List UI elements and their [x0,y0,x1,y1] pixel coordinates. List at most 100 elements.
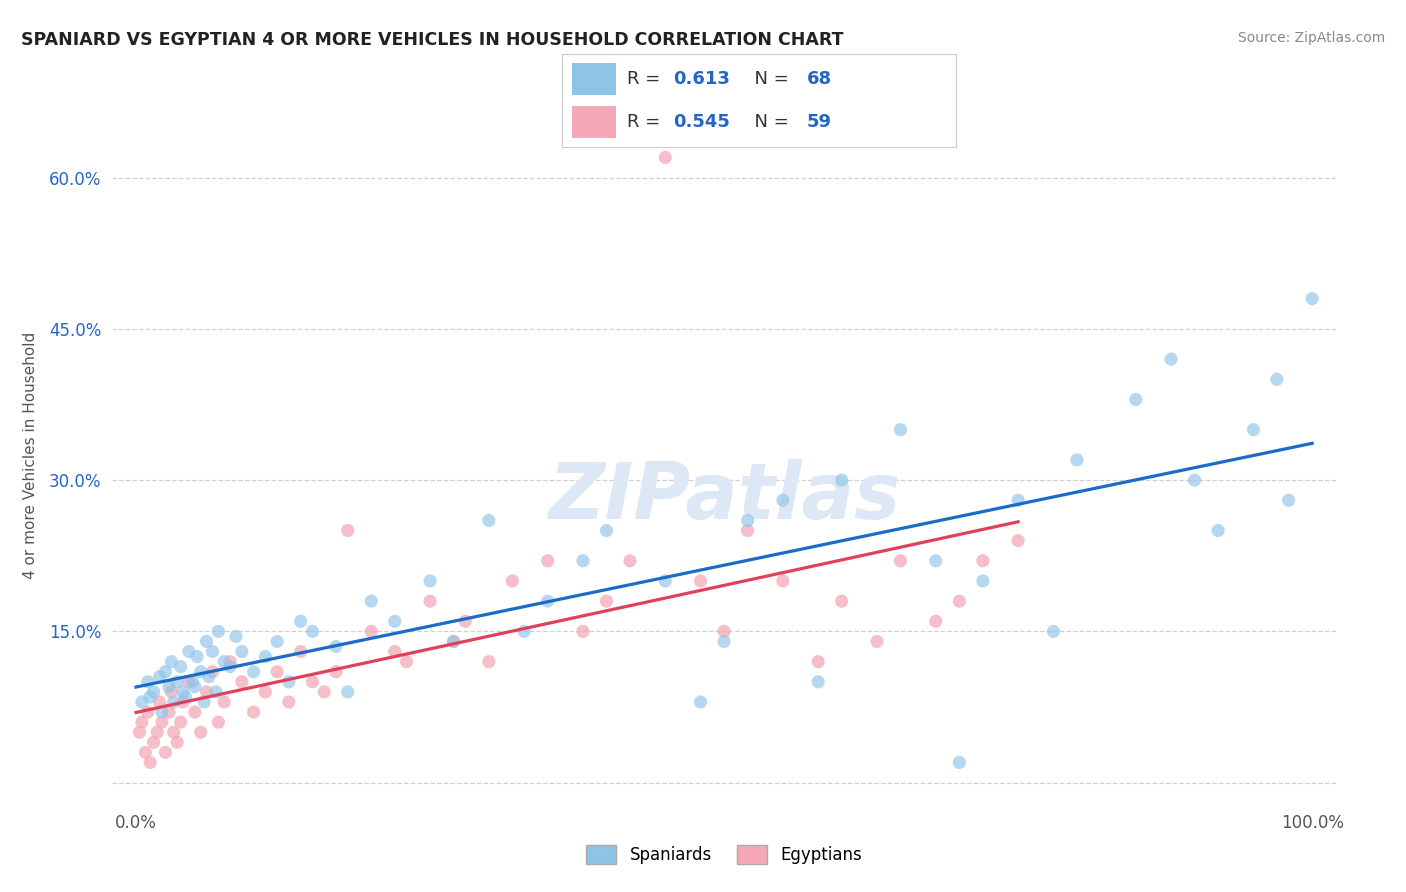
Point [384,644,406,658]
Point [713,634,735,648]
Point [160,685,183,699]
Text: N =: N = [744,113,794,131]
Point [654,574,676,588]
Point [150,715,173,730]
Point [148,670,170,684]
Point [501,574,523,588]
Point [654,151,676,165]
Point [254,649,277,664]
Point [866,634,889,648]
Point [925,615,948,629]
Point [201,665,224,679]
Point [212,655,235,669]
Point [325,640,347,654]
Point [186,649,208,664]
Point [177,644,200,658]
Point [254,685,277,699]
Point [1007,533,1029,548]
Point [157,705,180,719]
Point [972,554,994,568]
Point [148,695,170,709]
Point [972,574,994,588]
Point [146,725,169,739]
Point [163,725,186,739]
Point [889,423,911,437]
Point [419,574,441,588]
Point [139,756,162,770]
Point [1160,352,1182,367]
Point [212,695,235,709]
Point [174,690,197,704]
Point [1206,524,1229,538]
Point [1066,453,1088,467]
Point [266,665,288,679]
Point [207,624,229,639]
Point [242,665,264,679]
Point [1301,292,1323,306]
Point [948,594,970,608]
Point [201,644,224,658]
Text: 0.545: 0.545 [672,113,730,131]
Point [290,615,312,629]
Point [925,554,948,568]
Point [277,674,299,689]
Text: SPANIARD VS EGYPTIAN 4 OR MORE VEHICLES IN HOUSEHOLD CORRELATION CHART: SPANIARD VS EGYPTIAN 4 OR MORE VEHICLES … [21,31,844,49]
Point [142,685,165,699]
Text: R =: R = [627,113,666,131]
Point [572,624,595,639]
Point [219,659,242,673]
Point [181,674,204,689]
Point [205,685,228,699]
Point [166,674,188,689]
Point [737,524,759,538]
Point [1042,624,1064,639]
Point [713,624,735,639]
Point [595,594,617,608]
Point [619,554,641,568]
Point [1278,493,1301,508]
Point [1184,473,1206,487]
Point [231,674,253,689]
Point [478,655,501,669]
Point [572,554,595,568]
Point [336,524,359,538]
Point [131,715,153,730]
Point [195,685,218,699]
Point [266,634,288,648]
Point [134,745,156,759]
Text: N =: N = [744,70,794,87]
Point [207,715,229,730]
Point [195,634,218,648]
Point [537,554,560,568]
Text: R =: R = [627,70,666,87]
Point [831,473,853,487]
Point [478,513,501,527]
Point [772,493,794,508]
Point [193,695,215,709]
Point [131,695,153,709]
Point [689,574,711,588]
Point [1125,392,1147,407]
Point [1007,493,1029,508]
Point [160,655,183,669]
Point [595,524,617,538]
Point [170,715,193,730]
Point [136,674,159,689]
Point [219,655,242,669]
Text: ZIPatlas: ZIPatlas [548,458,900,534]
Y-axis label: 4 or more Vehicles in Household: 4 or more Vehicles in Household [22,331,38,579]
FancyBboxPatch shape [572,63,616,95]
Point [360,594,382,608]
Point [172,695,194,709]
Point [948,756,970,770]
Point [454,615,477,629]
Point [139,690,162,704]
Point [157,680,180,694]
Point [172,685,194,699]
Text: 59: 59 [807,113,831,131]
Point [184,705,207,719]
Point [360,624,382,639]
Point [136,705,159,719]
FancyBboxPatch shape [572,106,616,138]
Point [807,655,830,669]
